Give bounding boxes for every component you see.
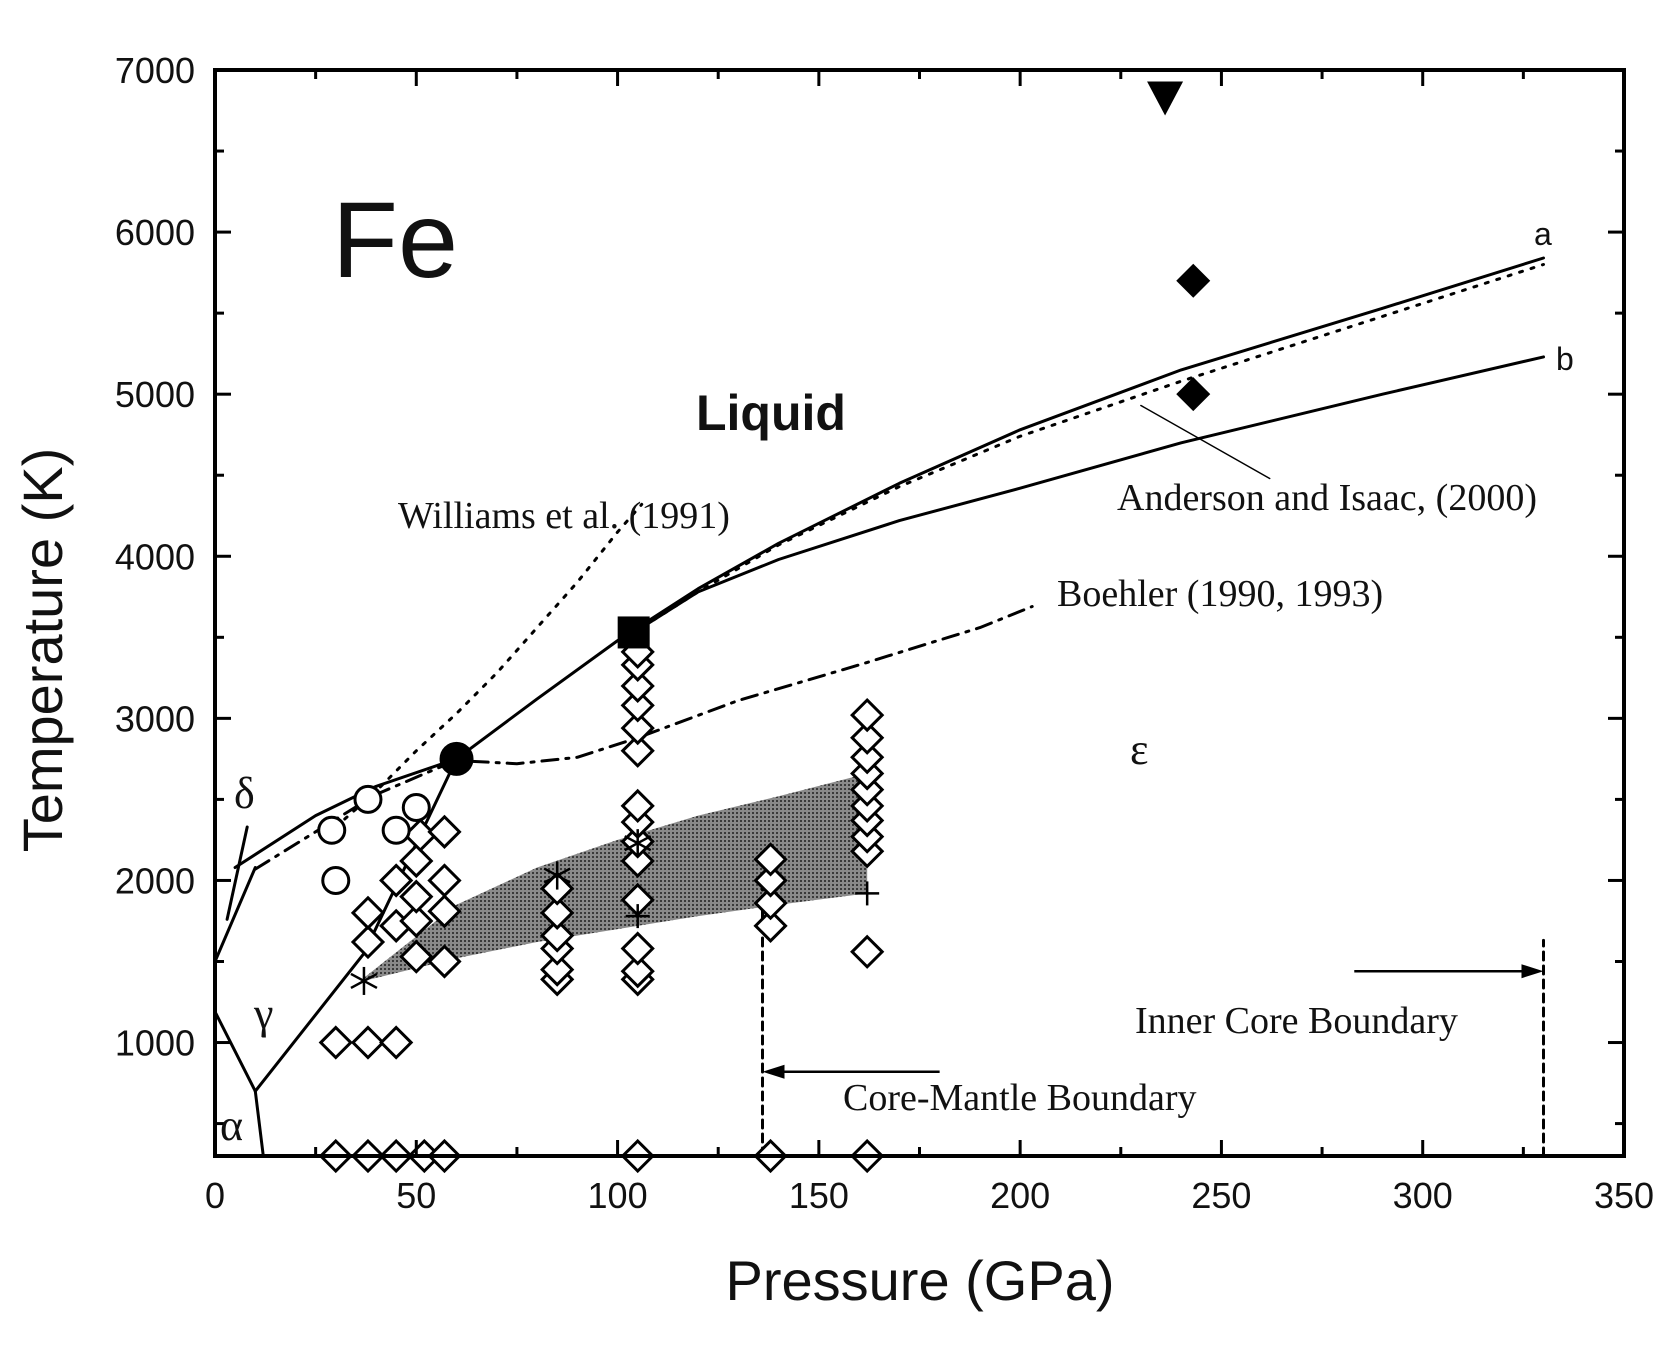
annotation-williams: Williams et al. (1991) [398, 495, 730, 537]
line-anderson-dotted [632, 263, 1545, 634]
asterisk-marker [624, 829, 652, 858]
annotation-anderson: Anderson and Isaac, (2000) [1117, 477, 1537, 519]
open-diamond-marker [318, 1025, 353, 1060]
open-diamond-marker [620, 843, 655, 879]
line-delta-gamma [213, 866, 257, 963]
open-diamond-marker [399, 939, 434, 974]
open-diamond-marker [620, 710, 655, 746]
open-diamond-marker [379, 1025, 414, 1060]
annotation-icb: Inner Core Boundary [1135, 1000, 1458, 1042]
open-circle-marker [381, 815, 411, 845]
open-diamond-marker [399, 843, 434, 879]
open-diamond-marker [540, 918, 575, 953]
y-tick-label: 4000 [115, 536, 195, 577]
asterisk-stroke [624, 835, 652, 852]
open-diamond-marker [620, 954, 655, 989]
filled-triangle-down-marker [1147, 81, 1184, 116]
open-diamond-marker [850, 740, 885, 775]
curves-layer [213, 256, 1545, 1158]
annotation-boehler: Boehler (1990, 1993) [1057, 573, 1383, 615]
region-label-alpha: α [220, 1101, 243, 1150]
open-diamond-marker [350, 924, 386, 960]
y-tick-label: 5000 [115, 374, 195, 415]
annotation-cmb: Core-Mantle Boundary [843, 1077, 1197, 1119]
asterisk-marker [350, 966, 378, 995]
open-circle-marker [353, 784, 383, 814]
plus-marker [855, 881, 880, 906]
open-diamond-marker [850, 697, 885, 733]
open-diamond-marker [540, 952, 575, 987]
line-curve-b [632, 355, 1545, 634]
open-diamond-marker [753, 886, 788, 921]
axis-ticks-layer: 0 50 100 150 200 250 300 350 1000 2000 3000 4000 500… [115, 50, 1654, 1216]
cmb-arrow-head [762, 1064, 785, 1079]
x-tick-label: 200 [990, 1175, 1050, 1216]
open-diamond-marker [620, 668, 655, 704]
x-tick-label: 150 [789, 1175, 849, 1216]
open-diamond-marker [399, 879, 434, 914]
open-diamond-marker [427, 863, 462, 898]
asterisk-marker [543, 861, 571, 890]
x-tick-label: 250 [1191, 1175, 1251, 1216]
open-diamond-marker [850, 720, 885, 755]
x-tick-label: 50 [396, 1175, 436, 1216]
x-tick-label: 350 [1594, 1175, 1654, 1216]
open-diamond-marker [399, 903, 434, 939]
asterisk-stroke [543, 867, 571, 884]
shaded-band-layer [364, 773, 868, 981]
open-diamond-marker [753, 863, 788, 898]
line-delta-tick [225, 825, 249, 921]
open-diamond-marker [350, 895, 386, 930]
icb-arrow-head [1521, 964, 1544, 979]
line-anderson-leader [1140, 404, 1271, 480]
y-tick-label: 1000 [115, 1023, 195, 1064]
y-tick-label: 6000 [115, 212, 195, 253]
filled-square-marker [617, 616, 650, 649]
plus-marker [625, 904, 650, 929]
open-diamond-marker [427, 944, 462, 979]
markers-layer [317, 81, 1211, 1174]
region-label-liquid: Liquid [696, 385, 846, 441]
y-tick-label: 3000 [115, 698, 195, 739]
open-circle-marker [321, 865, 351, 895]
asterisk-stroke [350, 972, 378, 990]
open-diamond-marker [350, 1025, 386, 1060]
open-diamond-marker [620, 788, 655, 824]
chart-title: Fe [332, 179, 458, 300]
region-label-gamma: γ [253, 989, 273, 1038]
line-curve-a [233, 256, 1545, 869]
open-diamond-marker [620, 688, 655, 723]
open-diamond-marker [620, 931, 655, 966]
line-williams-dotted [334, 502, 644, 829]
open-diamond-marker [850, 934, 885, 969]
y-tick-label: 7000 [115, 50, 195, 91]
open-circle-marker [401, 793, 431, 823]
y-tick-label: 2000 [115, 860, 195, 901]
open-diamond-marker [753, 908, 788, 943]
filled-circle-marker [439, 741, 474, 776]
open-diamond-marker [540, 895, 575, 930]
annotation-curve-a: a [1534, 216, 1552, 252]
region-label-delta: δ [234, 769, 255, 818]
open-circle-marker [317, 815, 347, 845]
filled-diamond-marker [1176, 377, 1211, 412]
open-diamond-marker [753, 842, 788, 877]
open-diamond-marker [620, 733, 655, 768]
open-diamond-marker [379, 863, 414, 898]
region-label-epsilon: ε [1130, 725, 1148, 774]
x-tick-label: 0 [205, 1175, 225, 1216]
annotation-curve-b: b [1556, 341, 1574, 377]
x-tick-label: 300 [1393, 1175, 1453, 1216]
x-tick-label: 100 [588, 1175, 648, 1216]
open-diamond-marker [427, 894, 462, 929]
melting-band [364, 773, 868, 981]
x-axis-label: Pressure (GPa) [726, 1249, 1115, 1312]
filled-diamond-marker [1176, 263, 1211, 298]
y-axis-label: Temperature (K) [11, 448, 74, 853]
open-diamond-marker [427, 814, 462, 849]
